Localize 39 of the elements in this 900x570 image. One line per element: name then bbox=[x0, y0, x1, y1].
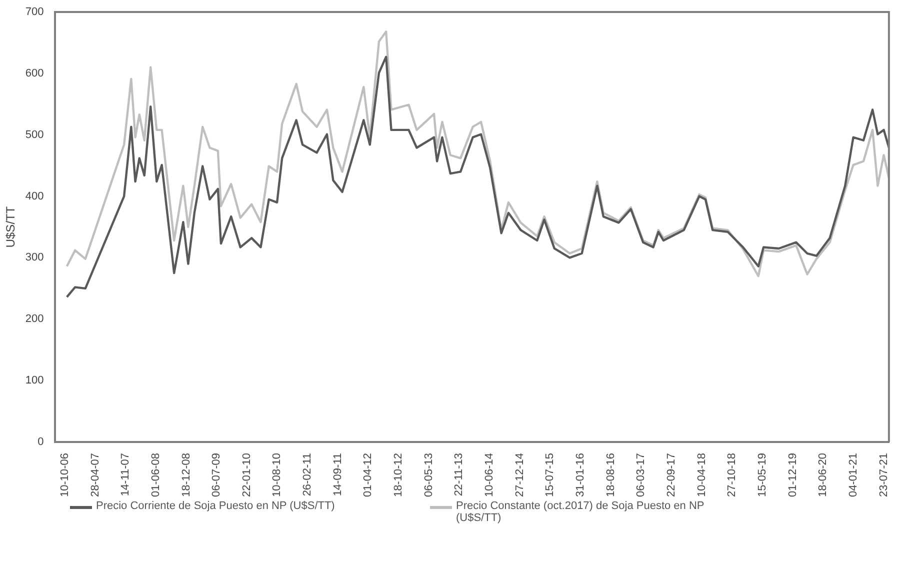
y-tick-label: 400 bbox=[25, 190, 44, 202]
x-tick-label: 15-07-15 bbox=[544, 452, 556, 498]
y-tick-label: 0 bbox=[38, 436, 44, 448]
x-tick-label: 18-10-12 bbox=[392, 452, 405, 498]
x-tick-label: 01-12-19 bbox=[786, 452, 799, 498]
x-tick-label: 01-06-08 bbox=[150, 452, 162, 498]
x-tick-label: 27-12-14 bbox=[514, 452, 526, 498]
x-tick-label: 06-05-13 bbox=[422, 452, 435, 498]
legend-label: Precio Corriente de Soja Puesto en NP (U$S/TT) bbox=[96, 500, 335, 512]
x-tick-label: 27-10-18 bbox=[726, 452, 738, 498]
x-tick-label: 04-01-21 bbox=[847, 452, 860, 498]
x-tick-label: 26-02-11 bbox=[302, 452, 314, 496]
x-tick-label: 31-01-16 bbox=[574, 452, 587, 498]
y-tick-label: 300 bbox=[25, 252, 44, 264]
x-tick-label: 23-07-21 bbox=[878, 452, 890, 498]
x-tick-label: 10-10-06 bbox=[58, 452, 71, 498]
x-tick-label: 10-08-10 bbox=[271, 452, 284, 498]
x-tick-label: 14-09-11 bbox=[332, 452, 344, 496]
y-tick-label: 500 bbox=[25, 128, 44, 141]
legend-label: Precio Constante (oct.2017) de Soja Puesto en NP (U$S/TT) bbox=[456, 500, 706, 524]
y-tick-label: 700 bbox=[25, 6, 44, 18]
x-tick-label: 22-09-17 bbox=[666, 452, 678, 498]
y-tick-label: 600 bbox=[25, 67, 44, 80]
x-tick-label: 06-07-09 bbox=[210, 452, 223, 498]
x-tick-label: 10-06-14 bbox=[484, 452, 496, 498]
x-tick-label: 18-06-20 bbox=[817, 452, 830, 498]
x-tick-label: 10-04-18 bbox=[696, 452, 708, 498]
x-tick-label: 06-03-17 bbox=[635, 452, 648, 498]
x-tick-label: 14-11-07 bbox=[120, 452, 132, 496]
y-tick-label: 200 bbox=[25, 313, 44, 326]
y-axis-title: U$S/TT bbox=[4, 206, 18, 248]
x-tick-label: 22-11-13 bbox=[453, 452, 466, 496]
x-tick-label: 01-04-12 bbox=[362, 452, 374, 498]
x-tick-label: 22-01-10 bbox=[240, 452, 253, 498]
x-tick-label: 18-08-16 bbox=[604, 452, 617, 498]
x-tick-label: 15-05-19 bbox=[756, 452, 768, 498]
x-tick-label: 18-12-08 bbox=[180, 452, 192, 498]
x-tick-label: 28-04-07 bbox=[89, 452, 102, 498]
y-tick-label: 100 bbox=[25, 374, 44, 387]
